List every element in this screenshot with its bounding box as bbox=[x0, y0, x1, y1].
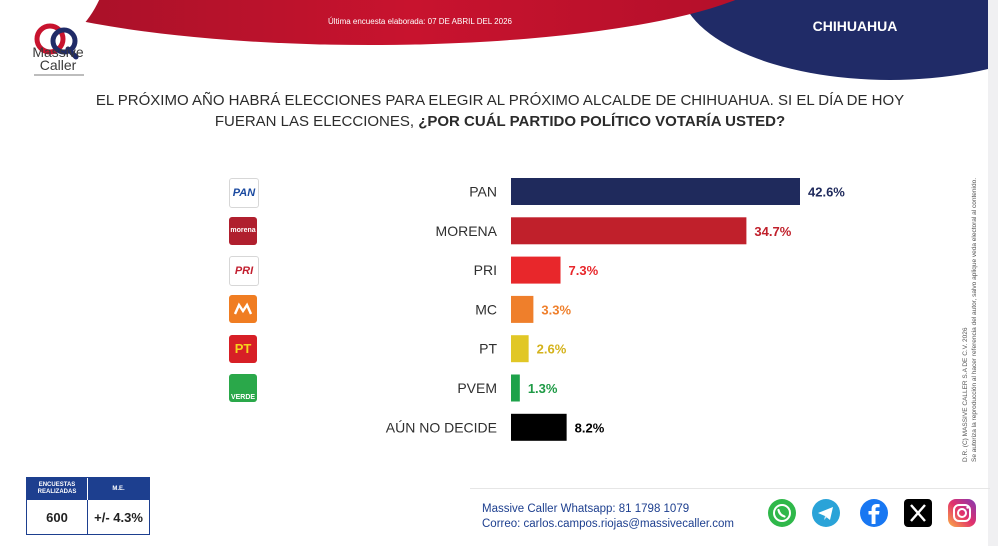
bar-pri bbox=[511, 256, 561, 284]
right-border bbox=[988, 0, 998, 546]
value-label: 34.7% bbox=[754, 224, 791, 239]
facebook-icon[interactable] bbox=[858, 497, 890, 529]
pan-logo-icon: PAN bbox=[229, 177, 259, 208]
category-label: AÚN NO DECIDE bbox=[386, 419, 497, 435]
contact-email: Correo: carlos.campos.riojas@massivecall… bbox=[482, 518, 734, 530]
bar-a-n-no-decide bbox=[511, 413, 567, 441]
bar-morena bbox=[511, 217, 747, 245]
value-label: 3.3% bbox=[541, 302, 571, 317]
category-label: MORENA bbox=[436, 223, 498, 239]
value-label: 1.3% bbox=[528, 381, 558, 396]
legal-text: D.R. (C) MASSIVE CALLER S.A DE C.V. 2026… bbox=[961, 42, 979, 462]
bar-mc bbox=[511, 295, 534, 323]
category-label: PVEM bbox=[457, 380, 497, 396]
bar-pt bbox=[511, 335, 529, 363]
pri-logo-icon: PRI bbox=[229, 256, 259, 287]
value-label: 2.6% bbox=[537, 342, 567, 357]
question-line2-normal: FUERAN LAS ELECCIONES, bbox=[214, 113, 419, 130]
legal-line1: D.R. (C) MASSIVE CALLER S.A DE C.V. 2026 bbox=[962, 327, 969, 462]
telegram-icon[interactable] bbox=[810, 497, 842, 529]
legal-line2: Se autoriza la reproducción al hacer ref… bbox=[971, 177, 978, 462]
contact-whatsapp: Massive Caller Whatsapp: 81 1798 1079 bbox=[482, 503, 690, 515]
survey-date-note: Última encuesta elaborada: 07 DE ABRIL D… bbox=[328, 17, 512, 26]
stats-divider bbox=[87, 500, 88, 534]
bar-pvem bbox=[511, 374, 520, 402]
value-label: 8.2% bbox=[575, 420, 605, 435]
category-label: PRI bbox=[474, 262, 497, 278]
whatsapp-icon[interactable] bbox=[766, 497, 798, 529]
bar-pan bbox=[511, 178, 800, 205]
me-label: M.E. bbox=[88, 478, 149, 500]
logo-line1: Massive bbox=[32, 44, 84, 60]
pt-logo-icon: PT bbox=[229, 334, 257, 363]
category-label: PAN bbox=[469, 184, 497, 200]
region-title: CHIHUAHUA bbox=[812, 18, 898, 34]
stats-box: ENCUESTAS REALIZADAS M.E. 600 +/- 4.3% bbox=[26, 477, 150, 535]
contact-info: Massive Caller Whatsapp: 81 1798 1079 Co… bbox=[482, 502, 734, 532]
question-line1: EL PRÓXIMO AÑO HABRÁ ELECCIONES PARA ELE… bbox=[95, 92, 905, 109]
pvem-logo-icon: VERDE bbox=[229, 374, 257, 402]
encuestas-value: 600 bbox=[46, 509, 68, 525]
value-label: 42.6% bbox=[808, 185, 845, 200]
category-label: MC bbox=[475, 301, 497, 317]
instagram-icon[interactable] bbox=[946, 497, 978, 529]
contact-divider bbox=[470, 488, 990, 489]
encuestas-label: ENCUESTAS REALIZADAS bbox=[27, 478, 87, 500]
x-icon[interactable] bbox=[902, 497, 934, 529]
me-value: +/- 4.3% bbox=[94, 509, 143, 525]
logo-underline bbox=[34, 74, 84, 76]
logo-line2: Caller bbox=[39, 57, 77, 73]
logo-text: Massive Caller bbox=[18, 44, 98, 73]
morena-logo-icon: morena bbox=[229, 216, 257, 245]
category-label: PT bbox=[479, 341, 497, 357]
massive-caller-logo-icon bbox=[34, 23, 79, 60]
mc-logo-icon bbox=[229, 295, 257, 324]
value-label: 7.3% bbox=[569, 263, 599, 278]
question-line2: FUERAN LAS ELECCIONES, ¿POR CUÁL PARTIDO… bbox=[60, 111, 940, 132]
survey-question: EL PRÓXIMO AÑO HABRÁ ELECCIONES PARA ELE… bbox=[60, 90, 940, 132]
question-line2-bold: ¿POR CUÁL PARTIDO POLÍTICO VOTARÍA USTED… bbox=[418, 113, 786, 130]
